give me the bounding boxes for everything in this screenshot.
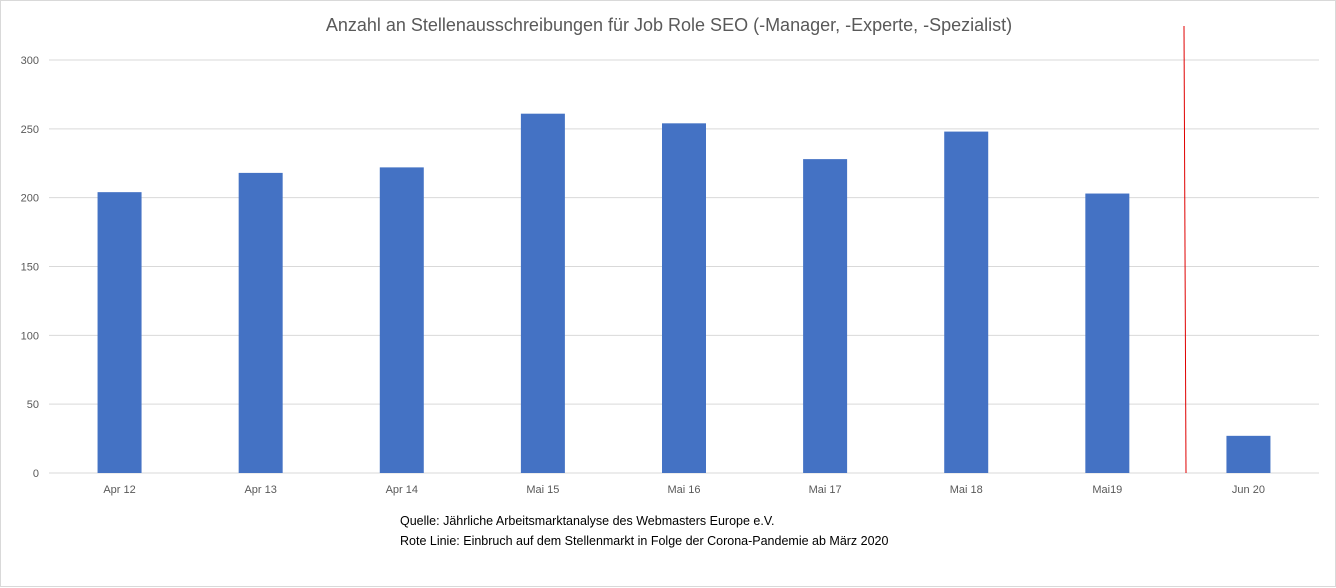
x-tick-label: Jun 20 — [1232, 484, 1265, 496]
bar — [944, 131, 989, 473]
y-tick-label: 100 — [21, 330, 39, 342]
bar — [662, 123, 706, 474]
x-tick-label: Mai 18 — [950, 484, 983, 496]
red-marker-line — [1183, 25, 1187, 474]
x-tick-label: Mai 16 — [667, 484, 700, 496]
chart-footnote: Quelle: Jährliche Arbeitsmarktanalyse de… — [400, 511, 888, 551]
x-tick-label: Apr 12 — [103, 484, 135, 496]
y-tick-label: 0 — [33, 468, 39, 480]
bar — [803, 159, 848, 473]
y-axis-ticks: 0 50 100 150 200 250 300 — [21, 55, 39, 480]
x-tick-label: Mai 17 — [809, 484, 842, 496]
y-tick-label: 50 — [27, 399, 39, 411]
x-tick-label: Apr 13 — [244, 484, 276, 496]
x-axis-ticks: Apr 12 Apr 13 Apr 14 Mai 15 Mai 16 Mai 17 Mai … — [103, 484, 1265, 496]
y-tick-label: 300 — [21, 55, 39, 67]
bar — [97, 192, 142, 473]
chart-title: Anzahl an Stellenausschreibungen für Job… — [326, 15, 1012, 35]
y-tick-label: 200 — [21, 193, 39, 205]
bar — [238, 172, 283, 474]
bar — [1226, 435, 1271, 473]
bar — [379, 167, 424, 473]
x-tick-label: Apr 14 — [386, 484, 418, 496]
y-tick-label: 250 — [21, 124, 39, 136]
bar — [1085, 193, 1130, 473]
x-tick-label: Mai19 — [1092, 484, 1122, 496]
y-tick-label: 150 — [21, 262, 39, 274]
source-note: Quelle: Jährliche Arbeitsmarktanalyse de… — [400, 514, 775, 528]
bars — [97, 113, 1271, 474]
x-tick-label: Mai 15 — [526, 484, 559, 496]
red-line-note: Rote Linie: Einbruch auf dem Stellenmark… — [400, 534, 889, 548]
bar — [520, 113, 565, 473]
